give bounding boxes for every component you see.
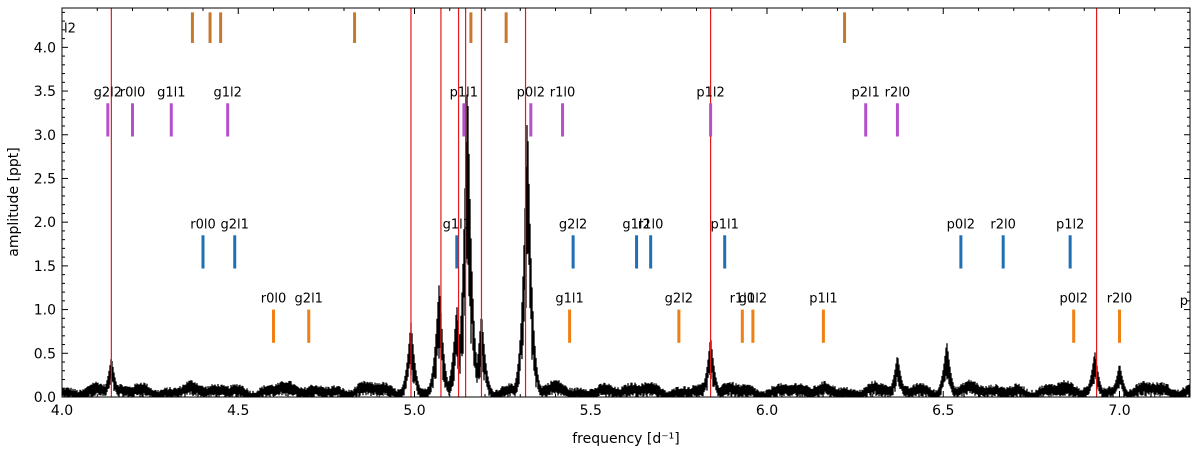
mode-label: g1l2 — [739, 292, 767, 307]
mode-label: p0l2 — [178, 0, 206, 9]
mode-label: g1l2 — [622, 217, 650, 232]
mode-label: p1l2 — [696, 85, 724, 100]
y-tick-label: 3.5 — [34, 84, 56, 100]
mode-label: p1l2 — [340, 0, 368, 9]
y-tick-label: 2.5 — [34, 171, 56, 187]
mode-label: r0l0 — [120, 85, 146, 100]
edge-label: p — [1180, 294, 1188, 309]
mode-label: p2l1 — [851, 85, 879, 100]
y-tick-label: 4.0 — [34, 40, 56, 56]
mode-label: g1l1 — [443, 217, 471, 232]
edge-label: l2 — [64, 21, 76, 36]
mode-label: r2l0 — [885, 85, 911, 100]
x-tick-label: 6.5 — [932, 403, 954, 419]
mode-label: p1l1 — [809, 292, 837, 307]
mode-label: r1l0 — [638, 217, 664, 232]
y-tick-label: 2.0 — [34, 215, 56, 231]
mode-label: r2l0 — [493, 0, 519, 9]
mode-label: g1l1 — [555, 292, 583, 307]
y-tick-label: 1.5 — [34, 259, 56, 275]
x-axis-label: frequency [d⁻¹] — [572, 431, 679, 447]
y-tick-label: 0.5 — [34, 346, 56, 362]
mode-label: p1l2 — [1056, 217, 1084, 232]
x-tick-label: 7.0 — [1108, 403, 1130, 419]
mode-label: p1l1 — [450, 85, 478, 100]
y-tick-label: 1.0 — [34, 303, 56, 319]
mode-label: r2l0 — [1107, 292, 1133, 307]
y-axis-label: amplitude [ppt] — [6, 147, 22, 256]
mode-label: g2l2 — [559, 217, 587, 232]
mode-label: p1l1 — [710, 217, 738, 232]
mode-label: r2l0 — [990, 217, 1016, 232]
mode-label: g1l2 — [213, 85, 241, 100]
x-tick-label: 4.5 — [227, 403, 249, 419]
mode-label: r0l0 — [190, 217, 216, 232]
y-tick-label: 0.0 — [34, 390, 56, 406]
mode-label: g2l2 — [94, 85, 122, 100]
mode-label: g1l1 — [157, 85, 185, 100]
spectrum-trace — [62, 94, 1190, 397]
plot-area: p0l2p1l2r2l0g2l2r0l0g1l1g1l2p1l1p0l2r1l0… — [62, 0, 1190, 397]
mode-label: g2l1 — [295, 292, 323, 307]
x-tick-label: 6.0 — [756, 403, 778, 419]
axes: 4.0 4.5 5.0 5.5 6.0 6.5 7.0 0.0 0.5 1.0 1.5 2.0 2.5 3… — [34, 7, 1191, 419]
mode-label: g2l2 — [665, 292, 693, 307]
mode-label: p0l2 — [517, 85, 545, 100]
mode-label: r1l0 — [730, 292, 756, 307]
mode-label: p0l2 — [1059, 292, 1087, 307]
mode-label: r0l0 — [261, 292, 287, 307]
mode-label: g2l1 — [221, 217, 249, 232]
x-tick-label: 4.0 — [51, 403, 73, 419]
y-tick-label: 3.0 — [34, 128, 56, 144]
x-tick-label: 5.5 — [580, 403, 602, 419]
x-tick-label: 5.0 — [403, 403, 425, 419]
mode-label: p0l2 — [947, 217, 975, 232]
mode-label: r1l0 — [550, 85, 576, 100]
